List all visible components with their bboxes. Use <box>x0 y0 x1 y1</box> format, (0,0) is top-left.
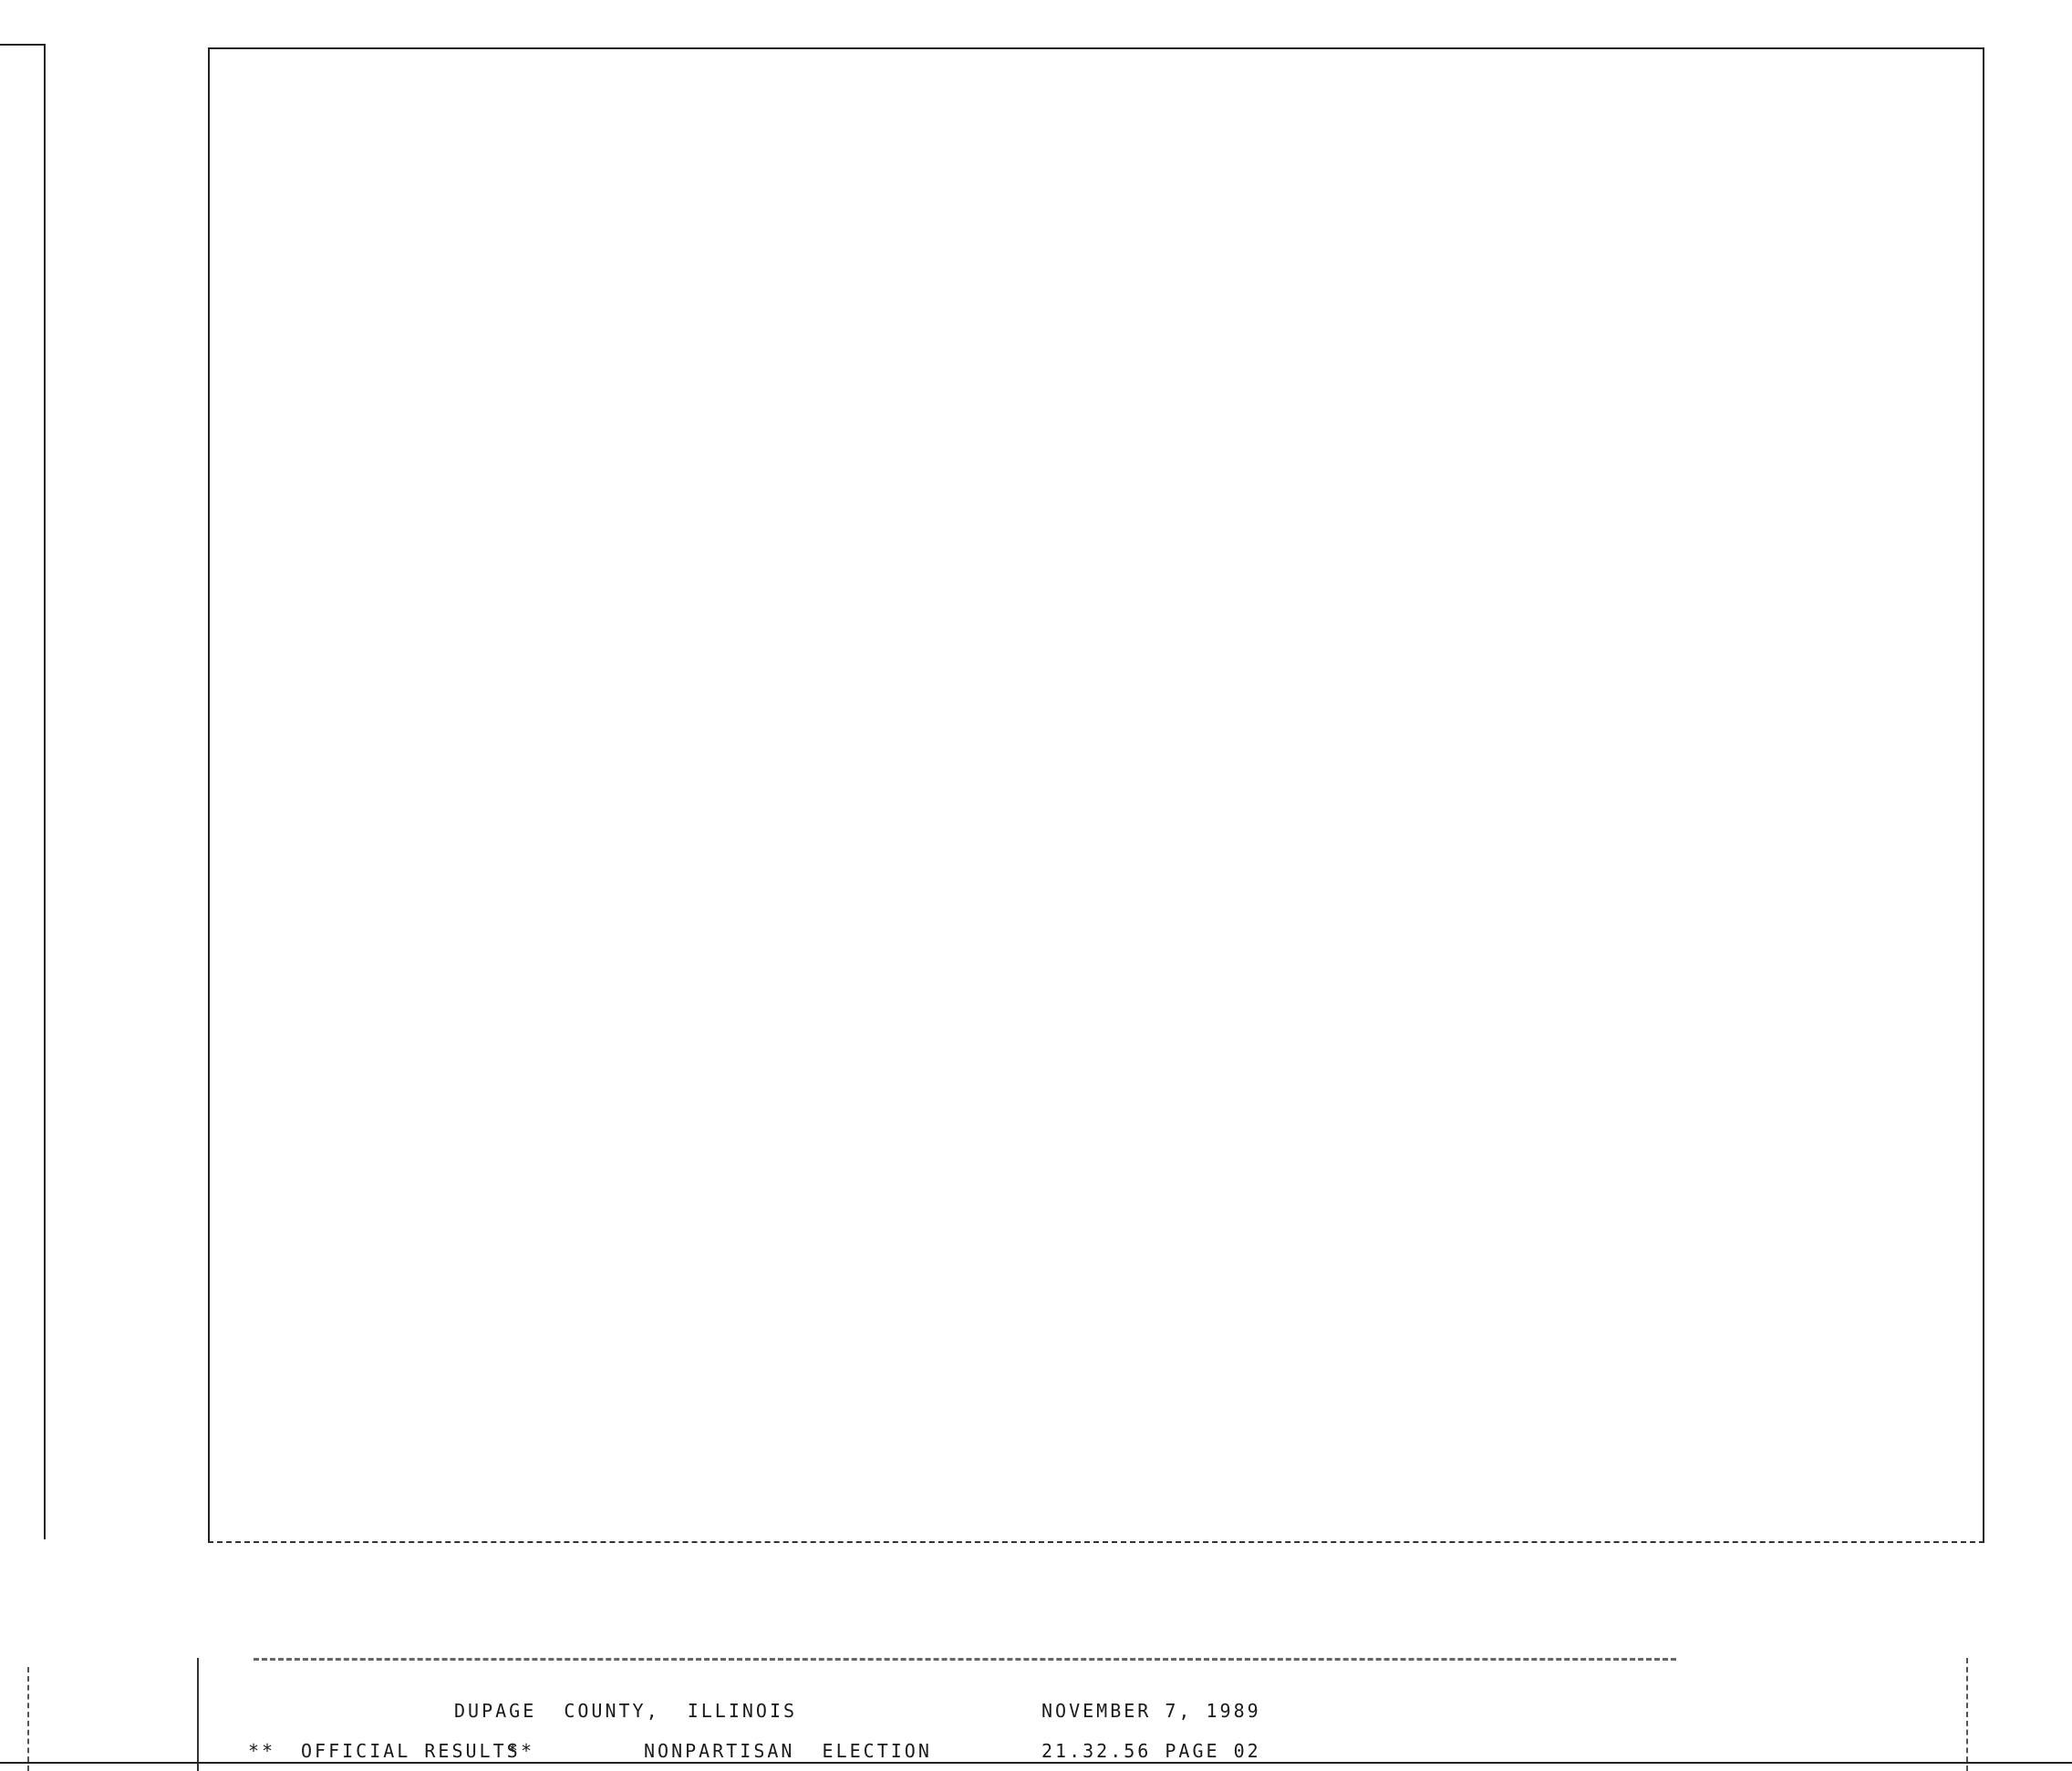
election-type: NONPARTISAN ELECTION <box>644 1740 932 1762</box>
asterisk-marks-right: ** <box>507 1740 535 1762</box>
asterisk-marks-left: ** <box>248 1740 276 1762</box>
adjacent-page-stub <box>27 1667 29 1771</box>
bottom-rule <box>0 1762 2072 1764</box>
adjacent-page-edge <box>0 44 46 1539</box>
election-date: NOVEMBER 7, 1989 <box>1041 1700 1261 1722</box>
next-page-header-frame <box>197 1658 1968 1771</box>
official-results-label: OFFICIAL RESULTS <box>301 1740 521 1762</box>
county-heading: DUPAGE COUNTY, ILLINOIS <box>454 1700 798 1722</box>
time-and-page: 21.32.56 PAGE 02 <box>1041 1740 1261 1762</box>
header-top-rule <box>254 1658 1676 1661</box>
blank-page-frame <box>208 47 1984 1543</box>
